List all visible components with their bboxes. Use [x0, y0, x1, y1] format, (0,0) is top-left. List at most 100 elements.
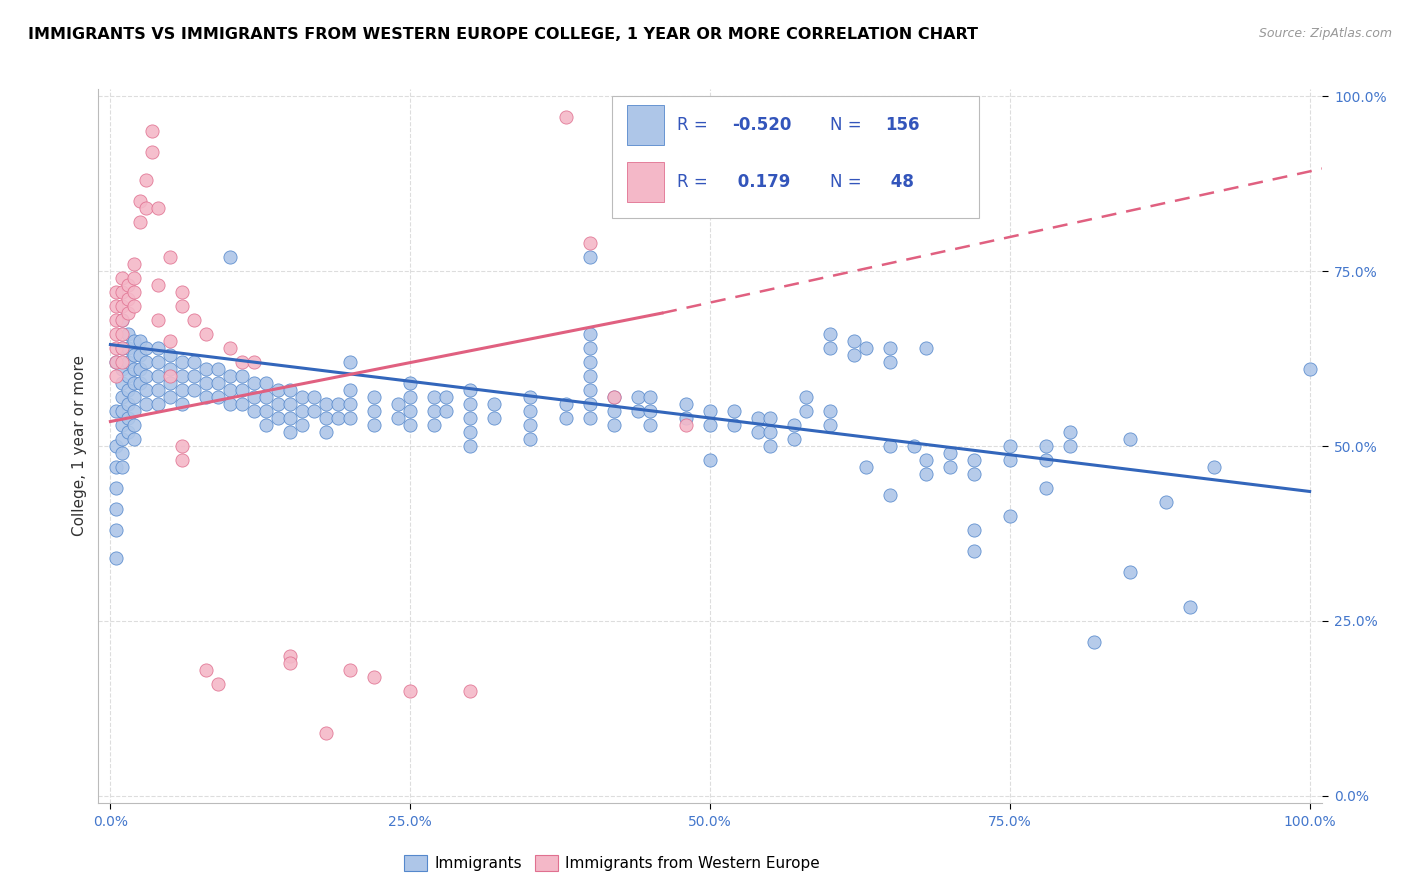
Point	[231, 355, 253, 369]
Point	[998, 439, 1021, 453]
Point	[105, 460, 128, 475]
Point	[183, 313, 205, 327]
Point	[482, 411, 505, 425]
Point	[172, 285, 194, 299]
Point	[111, 355, 134, 369]
Point	[794, 390, 817, 404]
Point	[315, 411, 337, 425]
Point	[124, 334, 146, 348]
Y-axis label: College, 1 year or more: College, 1 year or more	[72, 356, 87, 536]
Point	[1202, 460, 1225, 475]
Point	[278, 411, 301, 425]
Point	[124, 376, 146, 390]
Point	[579, 250, 602, 264]
Point	[519, 417, 541, 432]
Point	[458, 425, 481, 439]
Point	[423, 404, 446, 418]
Point	[111, 313, 134, 327]
Point	[939, 460, 962, 475]
Point	[315, 397, 337, 411]
Point	[794, 404, 817, 418]
Point	[315, 425, 337, 439]
Point	[963, 523, 986, 537]
Point	[783, 417, 806, 432]
Point	[195, 663, 218, 677]
Point	[458, 411, 481, 425]
Point	[135, 173, 157, 187]
Point	[363, 390, 385, 404]
Point	[148, 201, 170, 215]
Point	[458, 439, 481, 453]
Point	[363, 670, 385, 684]
Point	[159, 390, 181, 404]
Point	[842, 348, 865, 362]
Point	[117, 341, 139, 355]
Point	[855, 341, 877, 355]
Point	[339, 411, 361, 425]
Point	[1059, 439, 1081, 453]
Point	[111, 327, 134, 342]
Point	[879, 439, 901, 453]
Point	[254, 404, 277, 418]
Point	[141, 124, 163, 138]
Point	[278, 656, 301, 670]
Point	[111, 390, 134, 404]
Point	[423, 390, 446, 404]
Point	[183, 355, 205, 369]
Point	[105, 481, 128, 495]
Point	[105, 299, 128, 313]
Point	[148, 397, 170, 411]
Point	[111, 417, 134, 432]
Point	[723, 417, 745, 432]
Point	[291, 404, 314, 418]
Point	[519, 432, 541, 446]
Point	[219, 383, 242, 397]
Text: -0.520: -0.520	[733, 116, 792, 134]
Point	[818, 404, 841, 418]
Point	[603, 390, 626, 404]
Point	[434, 404, 457, 418]
Point	[135, 383, 157, 397]
Point	[124, 257, 146, 271]
Point	[399, 684, 422, 698]
Point	[129, 334, 152, 348]
Point	[124, 285, 146, 299]
Point	[117, 411, 139, 425]
Point	[555, 411, 578, 425]
Point	[117, 278, 139, 293]
Point	[675, 411, 697, 425]
Point	[148, 341, 170, 355]
Point	[1035, 439, 1057, 453]
Point	[1298, 362, 1320, 376]
Point	[105, 404, 128, 418]
Point	[129, 194, 152, 208]
Point	[172, 355, 194, 369]
Point	[627, 390, 650, 404]
Point	[159, 369, 181, 384]
Point	[339, 397, 361, 411]
Point	[105, 502, 128, 516]
Point	[172, 383, 194, 397]
Point	[172, 397, 194, 411]
Point	[304, 390, 326, 404]
Point	[124, 404, 146, 418]
Point	[759, 439, 782, 453]
Point	[148, 369, 170, 384]
Point	[111, 341, 134, 355]
Point	[278, 397, 301, 411]
Point	[519, 404, 541, 418]
Point	[159, 362, 181, 376]
Point	[111, 313, 134, 327]
Point	[278, 383, 301, 397]
Point	[423, 417, 446, 432]
Point	[818, 341, 841, 355]
Point	[603, 404, 626, 418]
Point	[555, 110, 578, 124]
Point	[387, 397, 409, 411]
Point	[231, 397, 253, 411]
Point	[159, 348, 181, 362]
Point	[135, 355, 157, 369]
Point	[195, 327, 218, 342]
Point	[148, 355, 170, 369]
Point	[915, 453, 938, 467]
